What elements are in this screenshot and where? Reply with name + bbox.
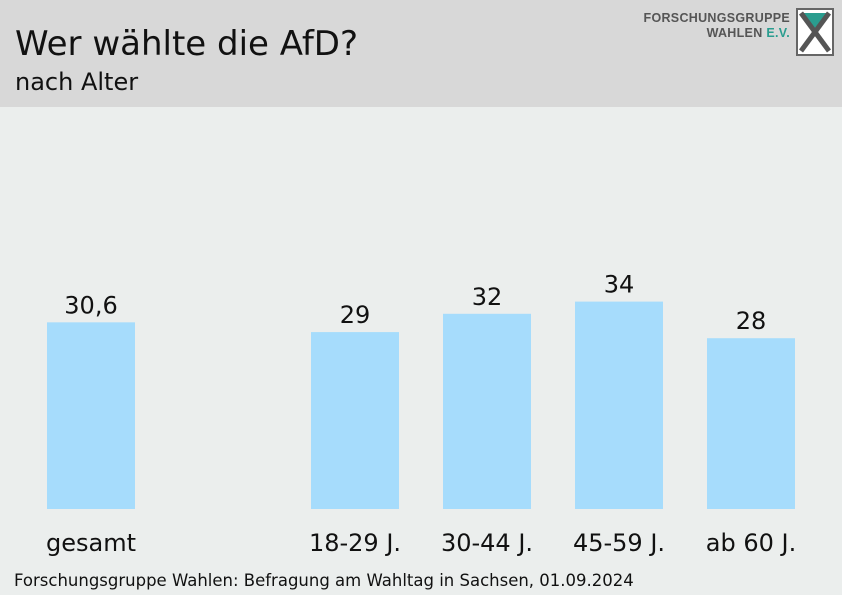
category-label-0: gesamt bbox=[46, 529, 136, 557]
value-label-0: 30,6 bbox=[64, 291, 117, 319]
bar-chart: 30,6 gesamt 29 18-29 J. 32 30-44 J. 34 45-59 J.… bbox=[46, 271, 796, 557]
category-label-3: 45-59 J. bbox=[573, 529, 665, 557]
logo-wahlen: WAHLEN bbox=[706, 26, 763, 40]
chart-subtitle: nach Alter bbox=[15, 68, 139, 96]
bar-1 bbox=[311, 332, 399, 509]
logo-line-2: WAHLEN E.V. bbox=[644, 26, 790, 41]
logo-x-icon bbox=[796, 8, 834, 56]
value-label-3: 34 bbox=[604, 271, 635, 299]
category-label-1: 18-29 J. bbox=[309, 529, 401, 557]
source-note: Forschungsgruppe Wahlen: Befragung am Wa… bbox=[14, 571, 634, 590]
value-label-2: 32 bbox=[472, 283, 503, 311]
logo-text: FORSCHUNGSGRUPPE WAHLEN E.V. bbox=[644, 11, 790, 41]
category-label-2: 30-44 J. bbox=[441, 529, 533, 557]
value-label-4: 28 bbox=[736, 307, 767, 335]
chart-title: Wer wählte die AfD? bbox=[15, 24, 359, 64]
bar-0 bbox=[47, 322, 135, 509]
logo-line-1: FORSCHUNGSGRUPPE bbox=[643, 11, 790, 25]
header: Wer wählte die AfD? nach Alter FORSCHUNG… bbox=[0, 0, 842, 107]
logo-ev: E.V. bbox=[766, 26, 790, 40]
value-label-1: 29 bbox=[340, 301, 371, 329]
bar-3 bbox=[575, 301, 663, 509]
bar-4 bbox=[707, 338, 795, 509]
category-label-4: ab 60 J. bbox=[706, 529, 796, 557]
fgw-logo: FORSCHUNGSGRUPPE WAHLEN E.V. bbox=[644, 8, 834, 56]
bar-2 bbox=[443, 313, 531, 509]
